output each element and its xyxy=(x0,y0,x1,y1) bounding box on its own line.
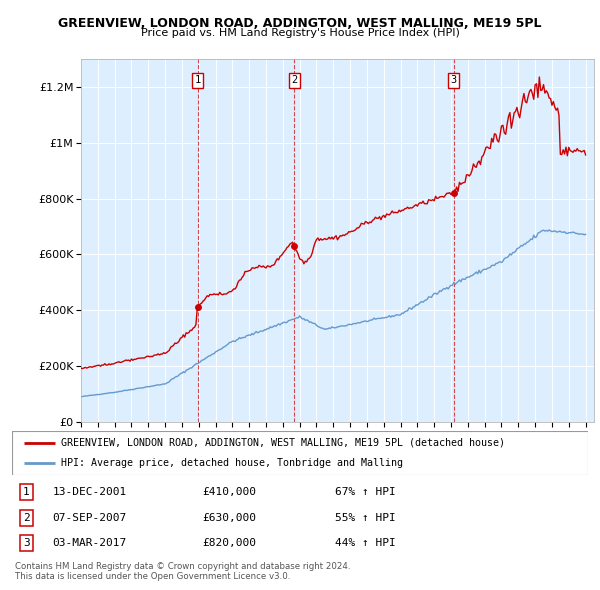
Point xyxy=(289,241,299,251)
Text: GREENVIEW, LONDON ROAD, ADDINGTON, WEST MALLING, ME19 5PL: GREENVIEW, LONDON ROAD, ADDINGTON, WEST … xyxy=(58,17,542,30)
Point xyxy=(449,188,458,198)
Text: 2: 2 xyxy=(23,513,30,523)
Text: GREENVIEW, LONDON ROAD, ADDINGTON, WEST MALLING, ME19 5PL (detached house): GREENVIEW, LONDON ROAD, ADDINGTON, WEST … xyxy=(61,438,505,448)
Text: 1: 1 xyxy=(23,487,30,497)
Text: 07-SEP-2007: 07-SEP-2007 xyxy=(52,513,127,523)
Text: HPI: Average price, detached house, Tonbridge and Malling: HPI: Average price, detached house, Tonb… xyxy=(61,458,403,468)
Text: 3: 3 xyxy=(23,538,30,548)
Text: 44% ↑ HPI: 44% ↑ HPI xyxy=(335,538,395,548)
Text: £820,000: £820,000 xyxy=(202,538,256,548)
Text: £410,000: £410,000 xyxy=(202,487,256,497)
Text: Contains HM Land Registry data © Crown copyright and database right 2024.
This d: Contains HM Land Registry data © Crown c… xyxy=(15,562,350,581)
Text: £630,000: £630,000 xyxy=(202,513,256,523)
Text: 2: 2 xyxy=(291,76,298,86)
Text: 3: 3 xyxy=(451,76,457,86)
FancyBboxPatch shape xyxy=(12,431,588,475)
Text: 03-MAR-2017: 03-MAR-2017 xyxy=(52,538,127,548)
Text: 13-DEC-2001: 13-DEC-2001 xyxy=(52,487,127,497)
Text: 67% ↑ HPI: 67% ↑ HPI xyxy=(335,487,395,497)
Point xyxy=(193,303,203,312)
Text: Price paid vs. HM Land Registry's House Price Index (HPI): Price paid vs. HM Land Registry's House … xyxy=(140,28,460,38)
Text: 55% ↑ HPI: 55% ↑ HPI xyxy=(335,513,395,523)
Text: 1: 1 xyxy=(195,76,201,86)
